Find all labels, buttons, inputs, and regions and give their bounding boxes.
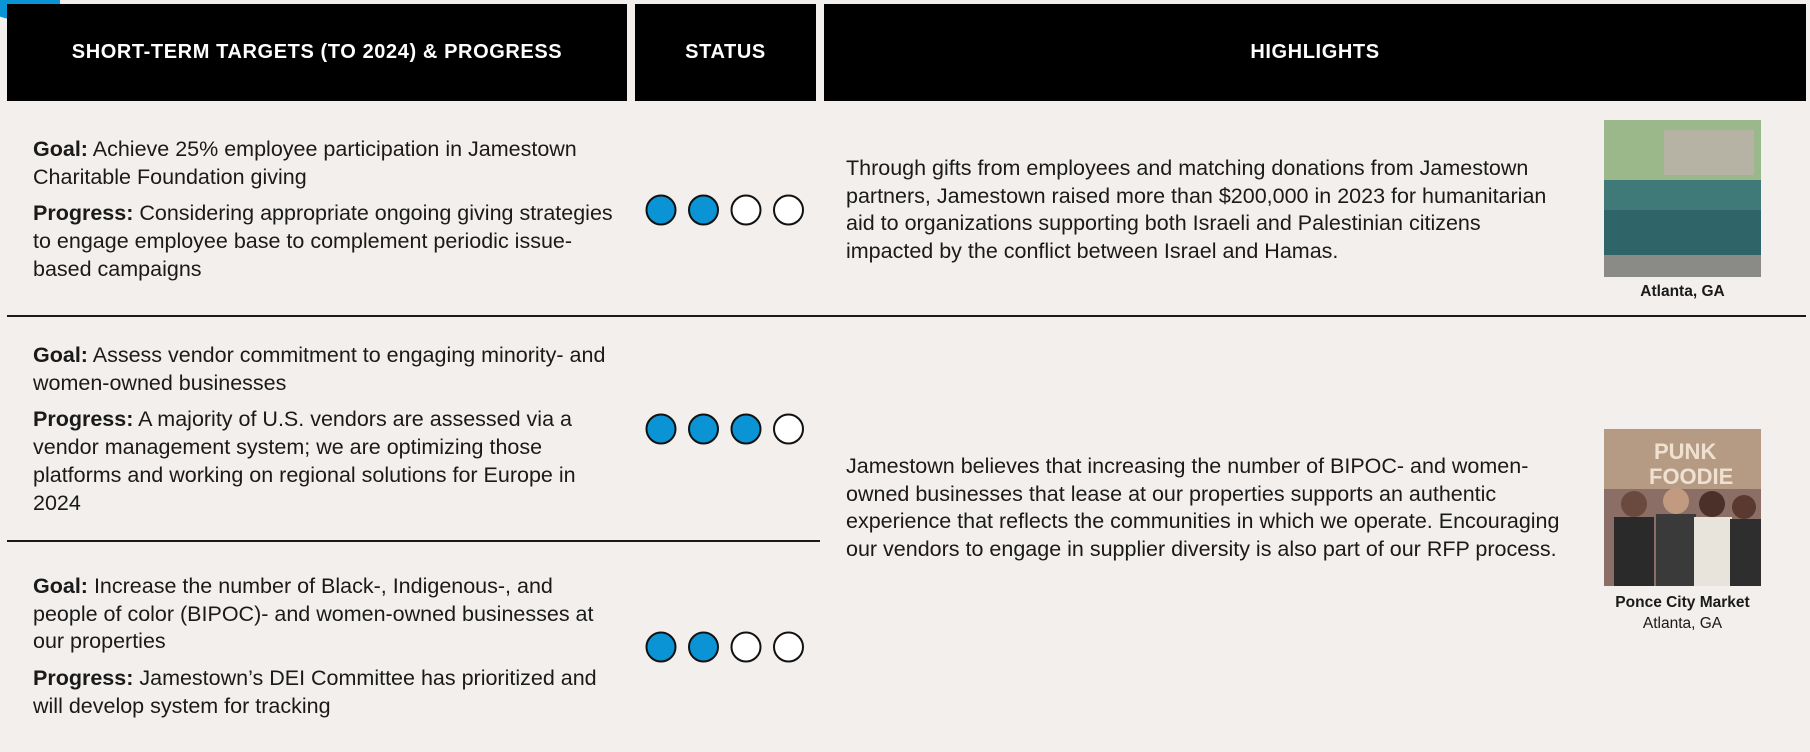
photo-caption: Ponce City Market <box>1615 594 1750 611</box>
row-rule <box>7 315 1806 317</box>
progress: Progress: Jamestown’s DEI Committee has … <box>33 665 613 720</box>
progress: Progress: Considering appropriate ongoin… <box>33 200 613 283</box>
progress-label: Progress: <box>33 666 134 691</box>
progress-text: Considering appropriate ongoing giving s… <box>33 201 613 281</box>
status-dot-filled <box>688 194 719 226</box>
status-dot-filled <box>688 413 719 445</box>
goal-text: Assess vendor commitment to engaging min… <box>33 343 606 395</box>
status-indicator <box>645 194 804 226</box>
status-dot-filled <box>645 631 677 663</box>
header-cell: HIGHLIGHTS <box>824 4 1806 101</box>
status-dot-empty <box>773 631 804 663</box>
svg-text:PUNK: PUNK <box>1654 439 1716 464</box>
photo: PUNK FOODIE <box>1604 429 1761 586</box>
goal-label: Goal: <box>33 574 88 598</box>
status-dot-empty <box>730 631 762 663</box>
photo <box>1604 120 1761 277</box>
highlight-text: Jamestown believes that increasing the n… <box>846 454 1560 562</box>
goal: Goal: Assess vendor commitment to engagi… <box>33 342 613 397</box>
target-cell: Goal: Increase the number of Black-, Ind… <box>33 573 613 730</box>
progress-label: Progress: <box>33 201 134 226</box>
progress-text: Jamestown’s DEI Committee has prioritize… <box>33 666 597 718</box>
status-dot-filled <box>730 413 762 445</box>
goal: Goal: Achieve 25% employee participation… <box>33 136 613 191</box>
goal-text: Achieve 25% employee participation in Ja… <box>33 137 577 189</box>
row-rule <box>7 540 820 542</box>
goal-label: Goal: <box>33 137 88 161</box>
status-dot-empty <box>730 194 762 226</box>
status-dot-filled <box>645 194 677 226</box>
goal-text: Increase the number of Black-, Indigenou… <box>33 574 594 654</box>
header-cell: SHORT-TERM TARGETS (TO 2024) & PROGRESS <box>7 4 627 101</box>
photo-caption: Atlanta, GA <box>1640 283 1725 300</box>
photo-caption: Atlanta, GA <box>1642 615 1723 632</box>
goal: Goal: Increase the number of Black-, Ind… <box>33 573 613 656</box>
header-text: STATUS <box>685 41 766 63</box>
progress-text: A majority of U.S. vendors are assessed … <box>33 407 576 515</box>
status-dot-empty <box>773 413 804 445</box>
status-dot-filled <box>645 413 677 445</box>
target-cell: Goal: Achieve 25% employee participation… <box>33 136 613 293</box>
header-cell: STATUS <box>635 4 816 101</box>
status-indicator <box>645 631 804 663</box>
svg-text:FOODIE: FOODIE <box>1649 464 1733 489</box>
target-cell: Goal: Assess vendor commitment to engagi… <box>33 342 613 526</box>
header-text: HIGHLIGHTS <box>1250 41 1380 63</box>
status-indicator <box>645 413 804 445</box>
header-text: SHORT-TERM TARGETS (TO 2024) & PROGRESS <box>71 41 563 63</box>
status-dot-filled <box>688 631 719 663</box>
progress-label: Progress: <box>33 407 134 432</box>
status-dot-empty <box>773 194 804 226</box>
highlight-text: Through gifts from employees and matchin… <box>846 156 1547 264</box>
goal-label: Goal: <box>33 343 88 367</box>
progress: Progress: A majority of U.S. vendors are… <box>33 406 613 517</box>
